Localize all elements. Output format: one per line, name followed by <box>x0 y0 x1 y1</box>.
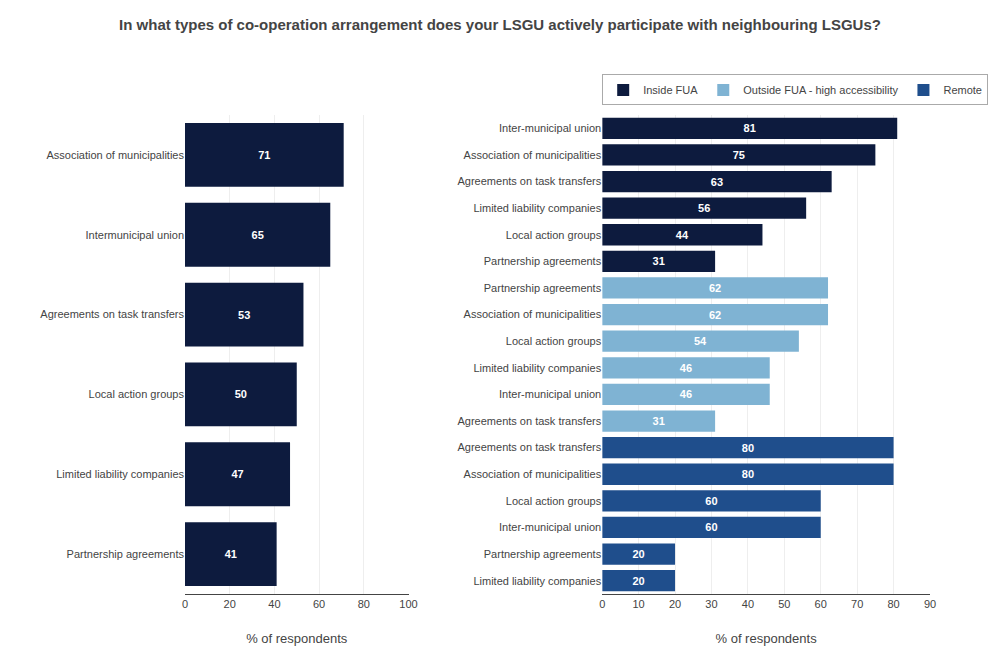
svg-text:31: 31 <box>653 255 665 267</box>
svg-text:Association of municipalities: Association of municipalities <box>464 468 602 480</box>
svg-text:Partnership agreements: Partnership agreements <box>484 282 602 294</box>
svg-text:0: 0 <box>599 598 605 610</box>
svg-text:Agreements on task transfers: Agreements on task transfers <box>458 441 602 453</box>
svg-text:20: 20 <box>669 598 681 610</box>
svg-text:60: 60 <box>705 521 717 533</box>
svg-text:41: 41 <box>225 548 237 560</box>
svg-text:54: 54 <box>694 335 707 347</box>
svg-text:Partnership agreements: Partnership agreements <box>484 548 602 560</box>
svg-text:Partnership agreements: Partnership agreements <box>67 548 185 560</box>
svg-text:% of respondents: % of respondents <box>716 631 818 646</box>
svg-text:Inside FUA: Inside FUA <box>643 84 698 96</box>
svg-text:Inter-municipal union: Inter-municipal union <box>499 388 601 400</box>
svg-text:46: 46 <box>680 388 692 400</box>
svg-text:Limited liability companies: Limited liability companies <box>473 575 601 587</box>
svg-text:80: 80 <box>887 598 899 610</box>
svg-text:100: 100 <box>399 598 417 610</box>
svg-text:60: 60 <box>705 495 717 507</box>
svg-text:Inter-municipal union: Inter-municipal union <box>499 521 601 533</box>
svg-text:Limited liability companies: Limited liability companies <box>56 468 184 480</box>
svg-text:Local action groups: Local action groups <box>506 229 602 241</box>
svg-text:Inter-municipal union: Inter-municipal union <box>499 122 601 134</box>
svg-text:50: 50 <box>235 388 247 400</box>
svg-text:Intermunicipal union: Intermunicipal union <box>86 229 184 241</box>
svg-text:80: 80 <box>742 468 754 480</box>
svg-text:70: 70 <box>851 598 863 610</box>
svg-text:56: 56 <box>698 202 710 214</box>
svg-text:80: 80 <box>358 598 370 610</box>
svg-text:90: 90 <box>924 598 936 610</box>
svg-text:30: 30 <box>705 598 717 610</box>
svg-text:Local action groups: Local action groups <box>506 335 602 347</box>
svg-text:44: 44 <box>676 229 689 241</box>
svg-text:60: 60 <box>313 598 325 610</box>
svg-text:80: 80 <box>742 442 754 454</box>
svg-text:Association of municipalities: Association of municipalities <box>464 308 602 320</box>
svg-text:% of respondents: % of respondents <box>246 631 348 646</box>
svg-text:Association of municipalities: Association of municipalities <box>464 149 602 161</box>
svg-text:Limited liability companies: Limited liability companies <box>473 202 601 214</box>
svg-text:Agreements on task transfers: Agreements on task transfers <box>458 175 602 187</box>
svg-text:75: 75 <box>733 149 745 161</box>
svg-text:81: 81 <box>744 122 756 134</box>
svg-text:Association of municipalities: Association of municipalities <box>46 149 184 161</box>
svg-text:Outside FUA - high accessibili: Outside FUA - high accessibility <box>743 84 898 96</box>
svg-text:Limited liability companies: Limited liability companies <box>473 362 601 374</box>
svg-text:Agreements on task transfers: Agreements on task transfers <box>458 415 602 427</box>
svg-text:20: 20 <box>224 598 236 610</box>
svg-text:20: 20 <box>632 575 644 587</box>
svg-text:40: 40 <box>268 598 280 610</box>
svg-text:62: 62 <box>709 282 721 294</box>
svg-text:Local action groups: Local action groups <box>506 495 602 507</box>
svg-text:53: 53 <box>238 309 250 321</box>
svg-text:Local action groups: Local action groups <box>89 388 185 400</box>
svg-text:0: 0 <box>182 598 188 610</box>
svg-text:Remote: Remote <box>943 84 982 96</box>
svg-text:71: 71 <box>258 149 270 161</box>
svg-text:40: 40 <box>742 598 754 610</box>
svg-text:47: 47 <box>231 468 243 480</box>
svg-text:31: 31 <box>653 415 665 427</box>
svg-text:65: 65 <box>252 229 264 241</box>
svg-text:50: 50 <box>778 598 790 610</box>
svg-text:10: 10 <box>632 598 644 610</box>
svg-text:In what types of co-operation: In what types of co-operation arrangemen… <box>119 16 881 33</box>
svg-text:60: 60 <box>815 598 827 610</box>
svg-text:62: 62 <box>709 309 721 321</box>
svg-text:20: 20 <box>632 548 644 560</box>
svg-text:Agreements on task transfers: Agreements on task transfers <box>40 308 184 320</box>
svg-text:Partnership agreements: Partnership agreements <box>484 255 602 267</box>
svg-text:46: 46 <box>680 362 692 374</box>
svg-text:63: 63 <box>711 176 723 188</box>
